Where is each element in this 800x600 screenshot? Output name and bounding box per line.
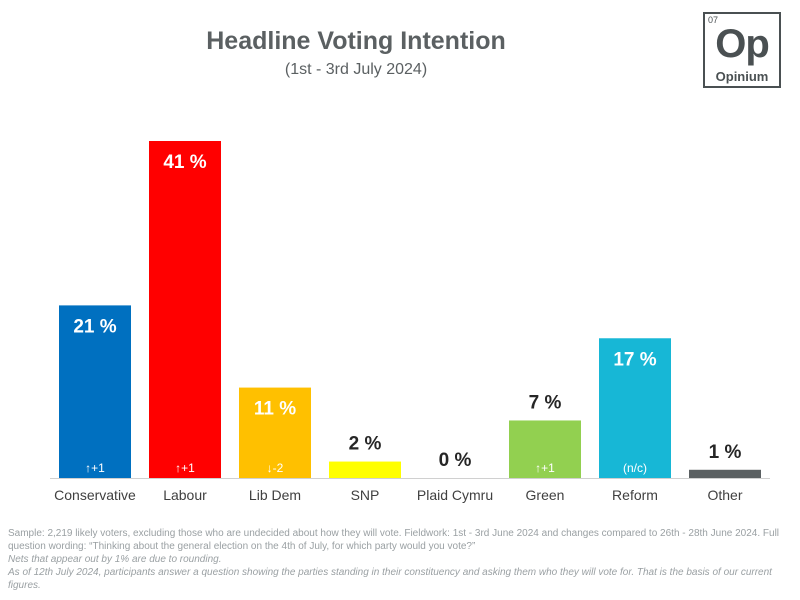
value-label-conservative: 21 % (73, 316, 116, 337)
bar-chart: 21 % ↑+1 Conservative 41 % ↑+1 Labour 11 % ↓-2 L… (50, 141, 770, 503)
logo-number: 07 (708, 15, 719, 25)
chart-subtitle: (1st - 3rd July 2024) (284, 61, 428, 78)
category-label-green: Green (526, 487, 565, 503)
change-label-labour: ↑+1 (175, 461, 195, 475)
footnote-method: As of 12th July 2024, participants answe… (8, 567, 772, 591)
bar-other (689, 469, 761, 478)
bar-snp (329, 461, 401, 478)
value-label-labour: 41 % (163, 152, 206, 173)
value-label-snp: 2 % (349, 434, 382, 455)
bar-lib-dem (239, 387, 311, 478)
category-label-lib-dem: Lib Dem (249, 487, 301, 503)
footnote-sample: Sample: 2,219 likely voters, excluding t… (8, 528, 780, 552)
value-label-other: 1 % (709, 442, 742, 463)
value-label-lib-dem: 11 % (254, 399, 296, 420)
value-label-reform: 17 % (613, 349, 656, 370)
opinium-logo: 07 Op Opinium (703, 12, 781, 88)
bar-conservative (59, 305, 131, 478)
category-label-plaid-cymru: Plaid Cymru (417, 487, 493, 503)
value-label-plaid-cymru: 0 % (439, 450, 472, 471)
change-label-lib-dem: ↓-2 (267, 461, 284, 475)
chart-title: Headline Voting Intention (206, 27, 506, 55)
category-label-snp: SNP (351, 487, 380, 503)
bar-green (509, 420, 581, 478)
bar-labour (149, 141, 221, 478)
change-label-green: ↑+1 (535, 461, 555, 475)
value-label-green: 7 % (529, 392, 562, 413)
change-label-reform: (n/c) (623, 461, 647, 475)
logo-mark: Op (715, 22, 770, 66)
change-label-conservative: ↑+1 (85, 461, 105, 475)
logo-wordmark: Opinium (715, 69, 769, 84)
footnote-rounding: Nets that appear out by 1% are due to ro… (8, 554, 222, 565)
category-label-labour: Labour (163, 487, 207, 503)
category-label-conservative: Conservative (54, 487, 136, 503)
category-label-reform: Reform (612, 487, 658, 503)
footnotes: Sample: 2,219 likely voters, excluding t… (8, 527, 792, 592)
bar-reform (599, 338, 671, 478)
category-label-other: Other (707, 487, 742, 503)
